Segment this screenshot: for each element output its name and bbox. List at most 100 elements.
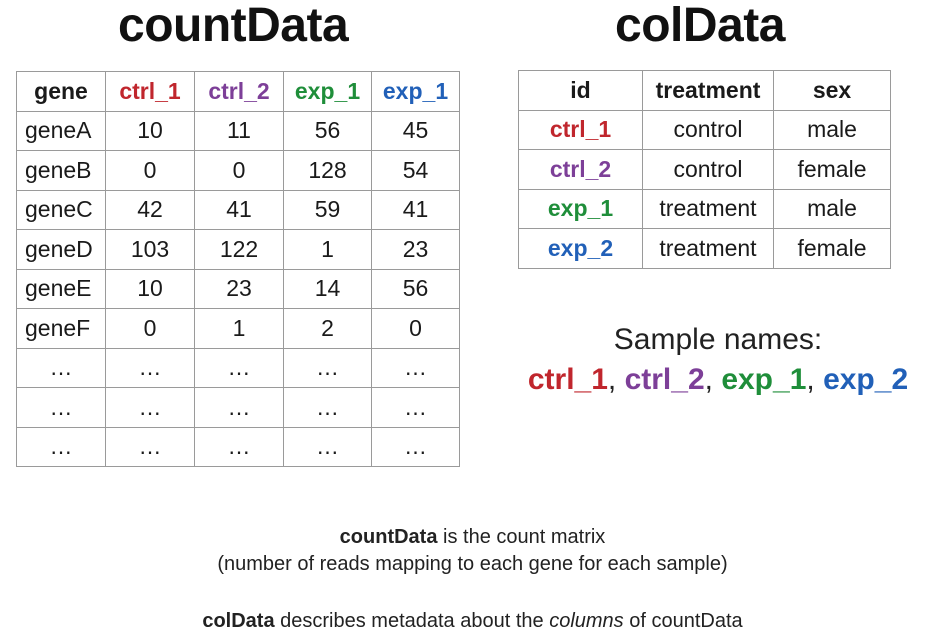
header-gene: gene (16, 71, 106, 112)
table-cell: treatment (642, 188, 774, 229)
table-row: exp_1 treatment male (518, 188, 891, 229)
sample-name-exp-1: exp_1 (721, 363, 807, 396)
count-data-table: gene ctrl_1 ctrl_2 exp_1 exp_1 geneA 10 … (16, 71, 460, 467)
table-cell: control (642, 149, 774, 190)
header-ctrl-1: ctrl_1 (105, 71, 195, 112)
sample-names-list: ctrl_1, ctrl_2, exp_1, exp_2 (508, 360, 928, 400)
table-cell: female (773, 149, 891, 190)
table-cell: 10 (105, 268, 195, 309)
caption-count-data: countData is the count matrix (0, 523, 945, 551)
count-data-title: countData (118, 0, 349, 52)
table-cell: 1 (283, 229, 372, 270)
table-row: ctrl_2 control female (518, 149, 891, 190)
caption-term: countData (339, 526, 438, 548)
table-cell: … (105, 426, 195, 467)
table-cell: 122 (194, 229, 284, 270)
table-cell: male (773, 188, 891, 229)
table-cell: geneB (16, 150, 106, 191)
table-row: geneD 103 122 1 23 (16, 229, 460, 270)
sample-id-cell: exp_2 (518, 228, 643, 269)
table-cell: 2 (283, 308, 372, 349)
table-cell: … (194, 387, 284, 428)
table-cell: 54 (371, 150, 460, 191)
table-cell: 23 (371, 229, 460, 270)
caption-term: colData (202, 610, 275, 632)
col-data-table: id treatment sex ctrl_1 control male ctr… (518, 70, 891, 269)
sample-id-cell: exp_1 (518, 188, 643, 229)
caption-text: describes metadata about the (274, 610, 550, 632)
table-cell: geneA (16, 110, 106, 151)
table-cell: 59 (283, 189, 372, 230)
table-cell: geneD (16, 229, 106, 270)
table-cell: 0 (371, 308, 460, 349)
table-cell: 128 (283, 150, 372, 191)
separator: , (704, 363, 722, 396)
table-header-row: id treatment sex (518, 70, 891, 111)
header-id: id (518, 70, 643, 111)
table-cell: 0 (194, 150, 284, 191)
table-cell: 56 (283, 110, 372, 151)
table-cell: … (16, 347, 106, 388)
table-cell: geneC (16, 189, 106, 230)
sample-id-cell: ctrl_1 (518, 109, 643, 150)
header-treatment: treatment (642, 70, 774, 111)
table-cell: … (105, 387, 195, 428)
header-exp-2: exp_1 (371, 71, 460, 112)
separator: , (806, 363, 824, 396)
table-cell: 45 (371, 110, 460, 151)
table-cell: 103 (105, 229, 195, 270)
table-cell: … (105, 347, 195, 388)
table-cell: control (642, 109, 774, 150)
header-sex: sex (773, 70, 891, 111)
table-cell: 1 (194, 308, 284, 349)
table-row: geneF 0 1 2 0 (16, 308, 460, 349)
table-cell: geneF (16, 308, 106, 349)
caption-emphasis: columns (549, 610, 624, 632)
sample-name-ctrl-2: ctrl_2 (624, 363, 705, 396)
table-cell: … (16, 387, 106, 428)
table-cell: … (194, 426, 284, 467)
table-cell: 11 (194, 110, 284, 151)
table-cell: … (283, 426, 372, 467)
table-cell: … (283, 347, 372, 388)
table-cell: female (773, 228, 891, 269)
table-row: geneC 42 41 59 41 (16, 189, 460, 230)
col-data-title: colData (615, 0, 785, 52)
table-cell: … (283, 387, 372, 428)
table-cell: 41 (194, 189, 284, 230)
table-cell: 41 (371, 189, 460, 230)
table-cell: treatment (642, 228, 774, 269)
table-header-row: gene ctrl_1 ctrl_2 exp_1 exp_1 (16, 71, 460, 112)
table-row: … … … … … (16, 426, 460, 467)
caption-col-data: colData describes metadata about the col… (0, 607, 945, 635)
sample-name-exp-2: exp_2 (823, 363, 909, 396)
table-cell: geneE (16, 268, 106, 309)
table-row: ctrl_1 control male (518, 109, 891, 150)
sample-id-cell: ctrl_2 (518, 149, 643, 190)
table-cell: 10 (105, 110, 195, 151)
caption-text: is the count matrix (437, 526, 606, 548)
table-cell: 56 (371, 268, 460, 309)
caption-text: of countData (623, 610, 743, 632)
header-ctrl-2: ctrl_2 (194, 71, 284, 112)
caption-count-data-detail: (number of reads mapping to each gene fo… (217, 553, 728, 575)
table-cell: … (16, 426, 106, 467)
table-row: … … … … … (16, 387, 460, 428)
table-row: geneA 10 11 56 45 (16, 110, 460, 151)
table-cell: male (773, 109, 891, 150)
table-cell: 14 (283, 268, 372, 309)
table-row: geneE 10 23 14 56 (16, 268, 460, 309)
table-cell: 42 (105, 189, 195, 230)
table-cell: 23 (194, 268, 284, 309)
table-cell: … (371, 426, 460, 467)
sample-names-block: Sample names: ctrl_1, ctrl_2, exp_1, exp… (508, 320, 928, 400)
table-row: exp_2 treatment female (518, 228, 891, 269)
table-cell: … (371, 387, 460, 428)
sample-names-heading: Sample names: (613, 323, 823, 356)
header-exp-1: exp_1 (283, 71, 372, 112)
table-cell: 0 (105, 150, 195, 191)
table-row: … … … … … (16, 347, 460, 388)
table-row: geneB 0 0 128 54 (16, 150, 460, 191)
table-cell: 0 (105, 308, 195, 349)
sample-name-ctrl-1: ctrl_1 (527, 363, 608, 396)
